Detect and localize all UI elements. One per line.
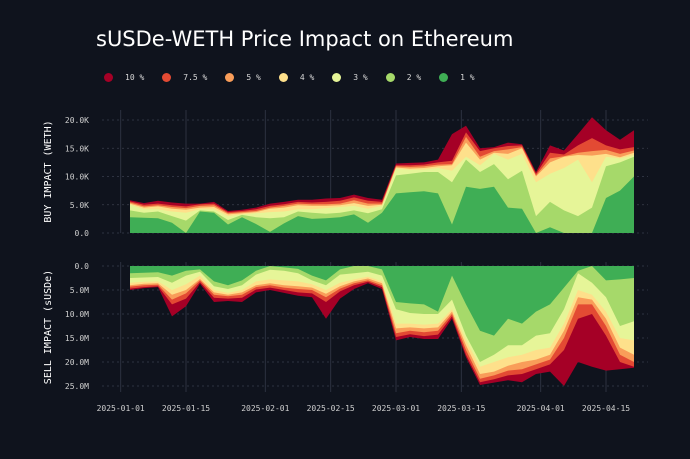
y-axis-title: BUY IMPACT (WETH) — [43, 120, 54, 222]
legend-swatch — [278, 73, 288, 82]
area-series-1-pct — [130, 176, 634, 233]
chart-title: sUSDe-WETH Price Impact on Ethereum — [96, 27, 514, 51]
legend-swatch — [385, 73, 395, 82]
y-tick-label: 15.0M — [65, 334, 89, 343]
legend-label: 5 % — [246, 73, 261, 82]
legend: 10 % 7.5 % 5 % 4 % 3 % 2 % 1 % — [104, 73, 493, 82]
y-tick-label: 25.0M — [65, 382, 89, 391]
legend-label: 4 % — [299, 73, 315, 82]
legend-item: 7.5 % — [162, 73, 207, 82]
x-tick-label: 2025-02-01 — [241, 404, 289, 413]
area-series-1-pct — [130, 266, 634, 336]
legend-item: 2 % — [385, 73, 422, 82]
y-tick-label: 15.0K — [65, 144, 89, 153]
x-tick-label: 2025-01-15 — [162, 404, 210, 413]
legend-label: 10 % — [125, 73, 145, 82]
y-tick-label: 10.0K — [65, 173, 89, 182]
legend-item: 5 % — [225, 73, 261, 82]
legend-label: 2 % — [406, 73, 422, 82]
legend-item: 1 % — [439, 73, 475, 82]
legend-swatch — [162, 73, 172, 82]
legend-label: 1 % — [460, 73, 475, 82]
y-tick-label: 20.0M — [65, 358, 89, 367]
y-tick-label: 0.0 — [75, 262, 90, 271]
y-axis-title: SELL IMPACT (sUSDe) — [43, 270, 54, 384]
y-tick-label: 10.0M — [65, 310, 89, 319]
y-tick-label: 5.0K — [70, 201, 89, 210]
x-tick-label: 2025-03-15 — [437, 404, 485, 413]
x-tick-label: 2025-04-01 — [517, 404, 565, 413]
x-tick-label: 2025-04-15 — [582, 404, 630, 413]
x-tick-label: 2025-02-15 — [307, 404, 355, 413]
legend-swatch — [104, 73, 113, 82]
x-tick-label: 2025-03-01 — [372, 404, 420, 413]
legend-swatch — [439, 73, 449, 82]
legend-item: 10 % — [104, 73, 144, 82]
legend-label: 7.5 % — [183, 73, 208, 82]
y-tick-label: 5.0M — [70, 286, 89, 295]
legend-item: 3 % — [332, 73, 368, 82]
legend-swatch — [332, 73, 342, 82]
legend-item: 4 % — [278, 73, 315, 82]
y-tick-label: 20.0K — [65, 116, 89, 125]
legend-swatch — [225, 73, 235, 82]
y-tick-label: 0.0 — [75, 229, 90, 238]
x-tick-label: 2025-01-01 — [97, 404, 145, 413]
legend-label: 3 % — [353, 73, 368, 82]
